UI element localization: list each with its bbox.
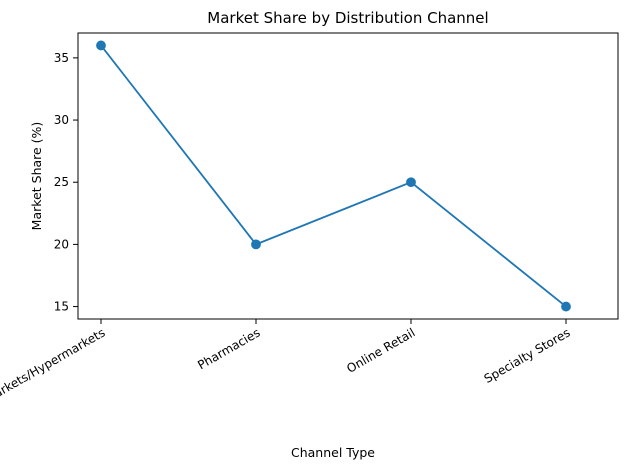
plot-frame xyxy=(77,32,619,320)
chart-title: Market Share by Distribution Channel xyxy=(207,9,488,27)
series-point-0-1 xyxy=(251,239,261,250)
y-tick-label-1: 20 xyxy=(54,237,69,251)
x-tick-label-0: Supermarkets/Hypermarkets xyxy=(0,325,107,423)
x-tick-label-3: Specialty Stores xyxy=(482,325,573,386)
series-point-0-3 xyxy=(561,301,571,312)
y-tick-label-2: 25 xyxy=(54,175,69,189)
series-point-0-2 xyxy=(406,177,416,188)
y-tick-label-4: 35 xyxy=(54,51,69,65)
x-tick-label-2: Online Retail xyxy=(344,325,417,375)
series-line-0 xyxy=(100,44,567,308)
x-axis-label: Channel Type xyxy=(291,445,375,460)
series-layer xyxy=(96,40,571,312)
y-tick-label-3: 30 xyxy=(54,113,69,127)
x-tick-label-1: Pharmacies xyxy=(195,325,262,372)
y-axis-label: Market Share (%) xyxy=(29,122,44,231)
y-tick-label-0: 15 xyxy=(54,300,69,314)
series-point-0-0 xyxy=(96,40,106,51)
y-axis: 15 20 25 30 35 xyxy=(54,51,78,314)
x-axis: Supermarkets/Hypermarkets Pharmacies Onlin… xyxy=(0,319,573,424)
